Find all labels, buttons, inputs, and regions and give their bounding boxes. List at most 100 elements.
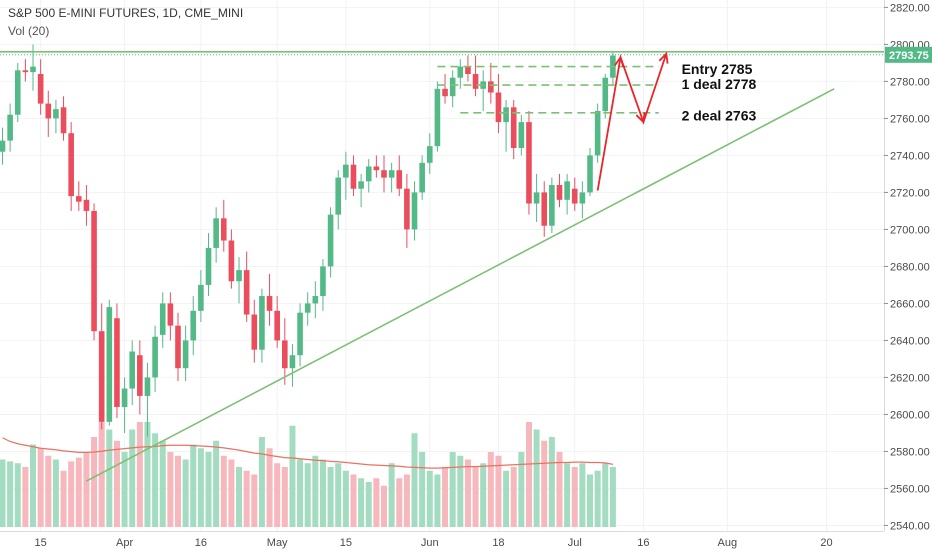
volume-bar	[434, 474, 441, 527]
candle-body	[182, 340, 189, 369]
volume-bar	[220, 455, 227, 527]
volume-bar	[358, 478, 365, 527]
volume-bar	[442, 467, 449, 527]
price-axis[interactable]: 2540.00 2560.00 2580.00 2600.00 2620.00 2640.…	[884, 0, 932, 550]
support-trendline	[86, 88, 835, 482]
level-annotation: 1 deal 2778	[682, 76, 757, 92]
volume-bar	[480, 463, 487, 527]
volume-bar	[602, 463, 609, 527]
candle-body	[60, 107, 67, 134]
level-annotation: 2 deal 2763	[682, 107, 757, 123]
price-tick-label: 2780.00	[890, 76, 930, 88]
candle-body	[251, 314, 258, 350]
time-axis-background	[0, 531, 884, 550]
candle-body	[137, 355, 143, 396]
volume-bar	[75, 457, 82, 527]
candle-body	[602, 77, 609, 112]
candle-body	[396, 170, 403, 189]
candle-body	[404, 188, 410, 230]
volume-bar	[182, 459, 189, 527]
candle-body	[91, 210, 97, 332]
candle-body	[30, 66, 36, 73]
candle-body	[571, 188, 578, 204]
price-tick-label: 2720.00	[890, 187, 930, 199]
candle-body	[53, 109, 59, 119]
candle-body	[465, 66, 471, 75]
volume-bar	[30, 444, 37, 527]
candle-body	[442, 88, 448, 97]
symbol-title[interactable]: S&P 500 E-MINI FUTURES, 1D, CME_MINI	[8, 6, 244, 20]
candle-body	[472, 74, 479, 89]
price-axis-background	[884, 0, 932, 550]
candle-body	[373, 166, 380, 171]
volume-bar	[113, 440, 120, 527]
candle-body	[365, 166, 372, 182]
candle-body	[556, 185, 563, 200]
price-tick-label: 2540.00	[890, 520, 930, 532]
candle-body	[282, 340, 288, 369]
time-tick-label: 16	[637, 537, 649, 549]
volume-bar	[381, 485, 387, 527]
time-tick-label: Aug	[718, 537, 738, 549]
volume-bar	[52, 459, 59, 527]
candle-body	[274, 310, 280, 341]
volume-bar	[167, 452, 174, 527]
price-tick-label: 2580.00	[890, 446, 930, 458]
candle-body	[106, 307, 113, 422]
candle-body	[518, 122, 525, 149]
candle-body	[594, 111, 601, 156]
volume-bar	[60, 470, 67, 527]
volume-bar	[426, 470, 433, 527]
volume-bar	[106, 429, 113, 527]
candle-body	[190, 310, 197, 341]
candle-body	[457, 66, 464, 78]
volume-bar	[91, 437, 98, 527]
candle-body	[220, 218, 227, 241]
volume-bar	[587, 474, 594, 527]
volume-bar	[411, 433, 418, 527]
price-tick-label: 2700.00	[890, 224, 930, 236]
candle-body	[526, 122, 532, 204]
time-tick-label: 18	[492, 537, 504, 549]
time-axis[interactable]: 15 Apr 16 May 15 Jun 18 Jul 16 Aug 20	[0, 531, 884, 550]
volume-bar	[37, 448, 44, 527]
volume-bar	[564, 463, 571, 527]
time-tick-label: 15	[35, 537, 47, 549]
candle-body	[510, 107, 517, 149]
volume-bar	[159, 440, 166, 527]
price-tick-label: 2680.00	[890, 261, 930, 273]
candle-body	[243, 270, 250, 315]
volume-bar	[22, 467, 29, 527]
volume-bar	[525, 422, 532, 527]
candle-body	[205, 247, 212, 285]
candle-body	[266, 296, 273, 311]
candle-body	[434, 88, 441, 147]
price-tick-label: 2620.00	[890, 372, 930, 384]
candle-body	[129, 351, 136, 389]
volume-bar	[365, 482, 372, 527]
volume-indicator-label[interactable]: Vol (20)	[8, 24, 50, 38]
volume-bar	[556, 452, 563, 527]
volume-bar	[98, 422, 105, 527]
volume-bar	[594, 470, 601, 527]
price-tick-label: 2560.00	[890, 483, 930, 495]
candle-body	[236, 270, 242, 282]
volume-bar	[0, 459, 6, 527]
volume-bar	[136, 422, 143, 527]
candle-body	[0, 140, 6, 152]
volume-bar	[14, 463, 21, 527]
volume-bar	[335, 463, 342, 527]
candle-body	[297, 312, 303, 356]
time-tick-label: 16	[195, 537, 207, 549]
candle-body	[83, 199, 90, 211]
volume-bar	[503, 470, 510, 527]
candle-body	[167, 303, 174, 326]
volume-bar	[449, 452, 456, 527]
candle-body	[426, 146, 433, 163]
candle-body	[388, 170, 395, 178]
last-price-box	[885, 46, 932, 63]
candle-body	[7, 114, 13, 141]
candlesticks	[0, 44, 616, 437]
